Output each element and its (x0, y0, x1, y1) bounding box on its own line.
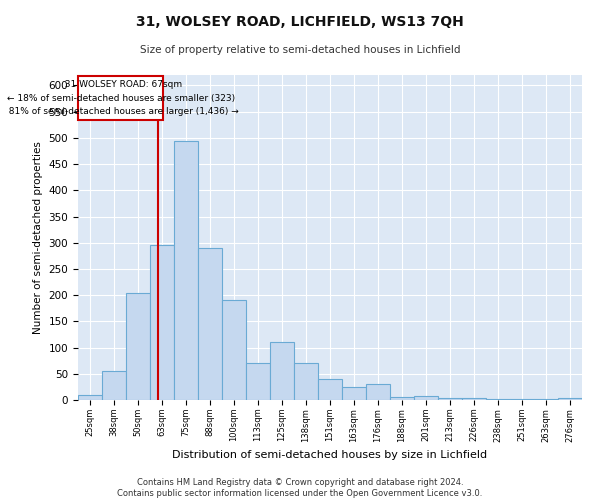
Bar (78, 395, 102, 400)
Text: 31, WOLSEY ROAD, LICHFIELD, WS13 7QH: 31, WOLSEY ROAD, LICHFIELD, WS13 7QH (136, 15, 464, 29)
Bar (366, 384, 390, 400)
Text: Contains HM Land Registry data © Crown copyright and database right 2024.
Contai: Contains HM Land Registry data © Crown c… (118, 478, 482, 498)
Text: Size of property relative to semi-detached houses in Lichfield: Size of property relative to semi-detach… (140, 45, 460, 55)
Bar (558, 398, 582, 400)
Bar (79, 76, 163, 120)
Bar (126, 292, 150, 400)
Bar (150, 246, 174, 400)
Bar (462, 398, 486, 400)
X-axis label: Distribution of semi-detached houses by size in Lichfield: Distribution of semi-detached houses by … (172, 450, 488, 460)
Text: 31 WOLSEY ROAD: 67sqm
← 18% of semi-detached houses are smaller (323)
  81% of s: 31 WOLSEY ROAD: 67sqm ← 18% of semi-deta… (3, 80, 238, 116)
Bar (270, 342, 294, 400)
Y-axis label: Number of semi-detached properties: Number of semi-detached properties (33, 141, 43, 334)
Bar (174, 140, 198, 400)
Bar (390, 398, 414, 400)
Bar (102, 371, 126, 400)
Bar (246, 364, 270, 400)
Bar (198, 248, 222, 400)
Bar (294, 364, 318, 400)
Bar (318, 379, 342, 400)
Bar (342, 387, 366, 400)
Bar (438, 398, 462, 400)
Bar (414, 396, 438, 400)
Bar (222, 300, 246, 400)
